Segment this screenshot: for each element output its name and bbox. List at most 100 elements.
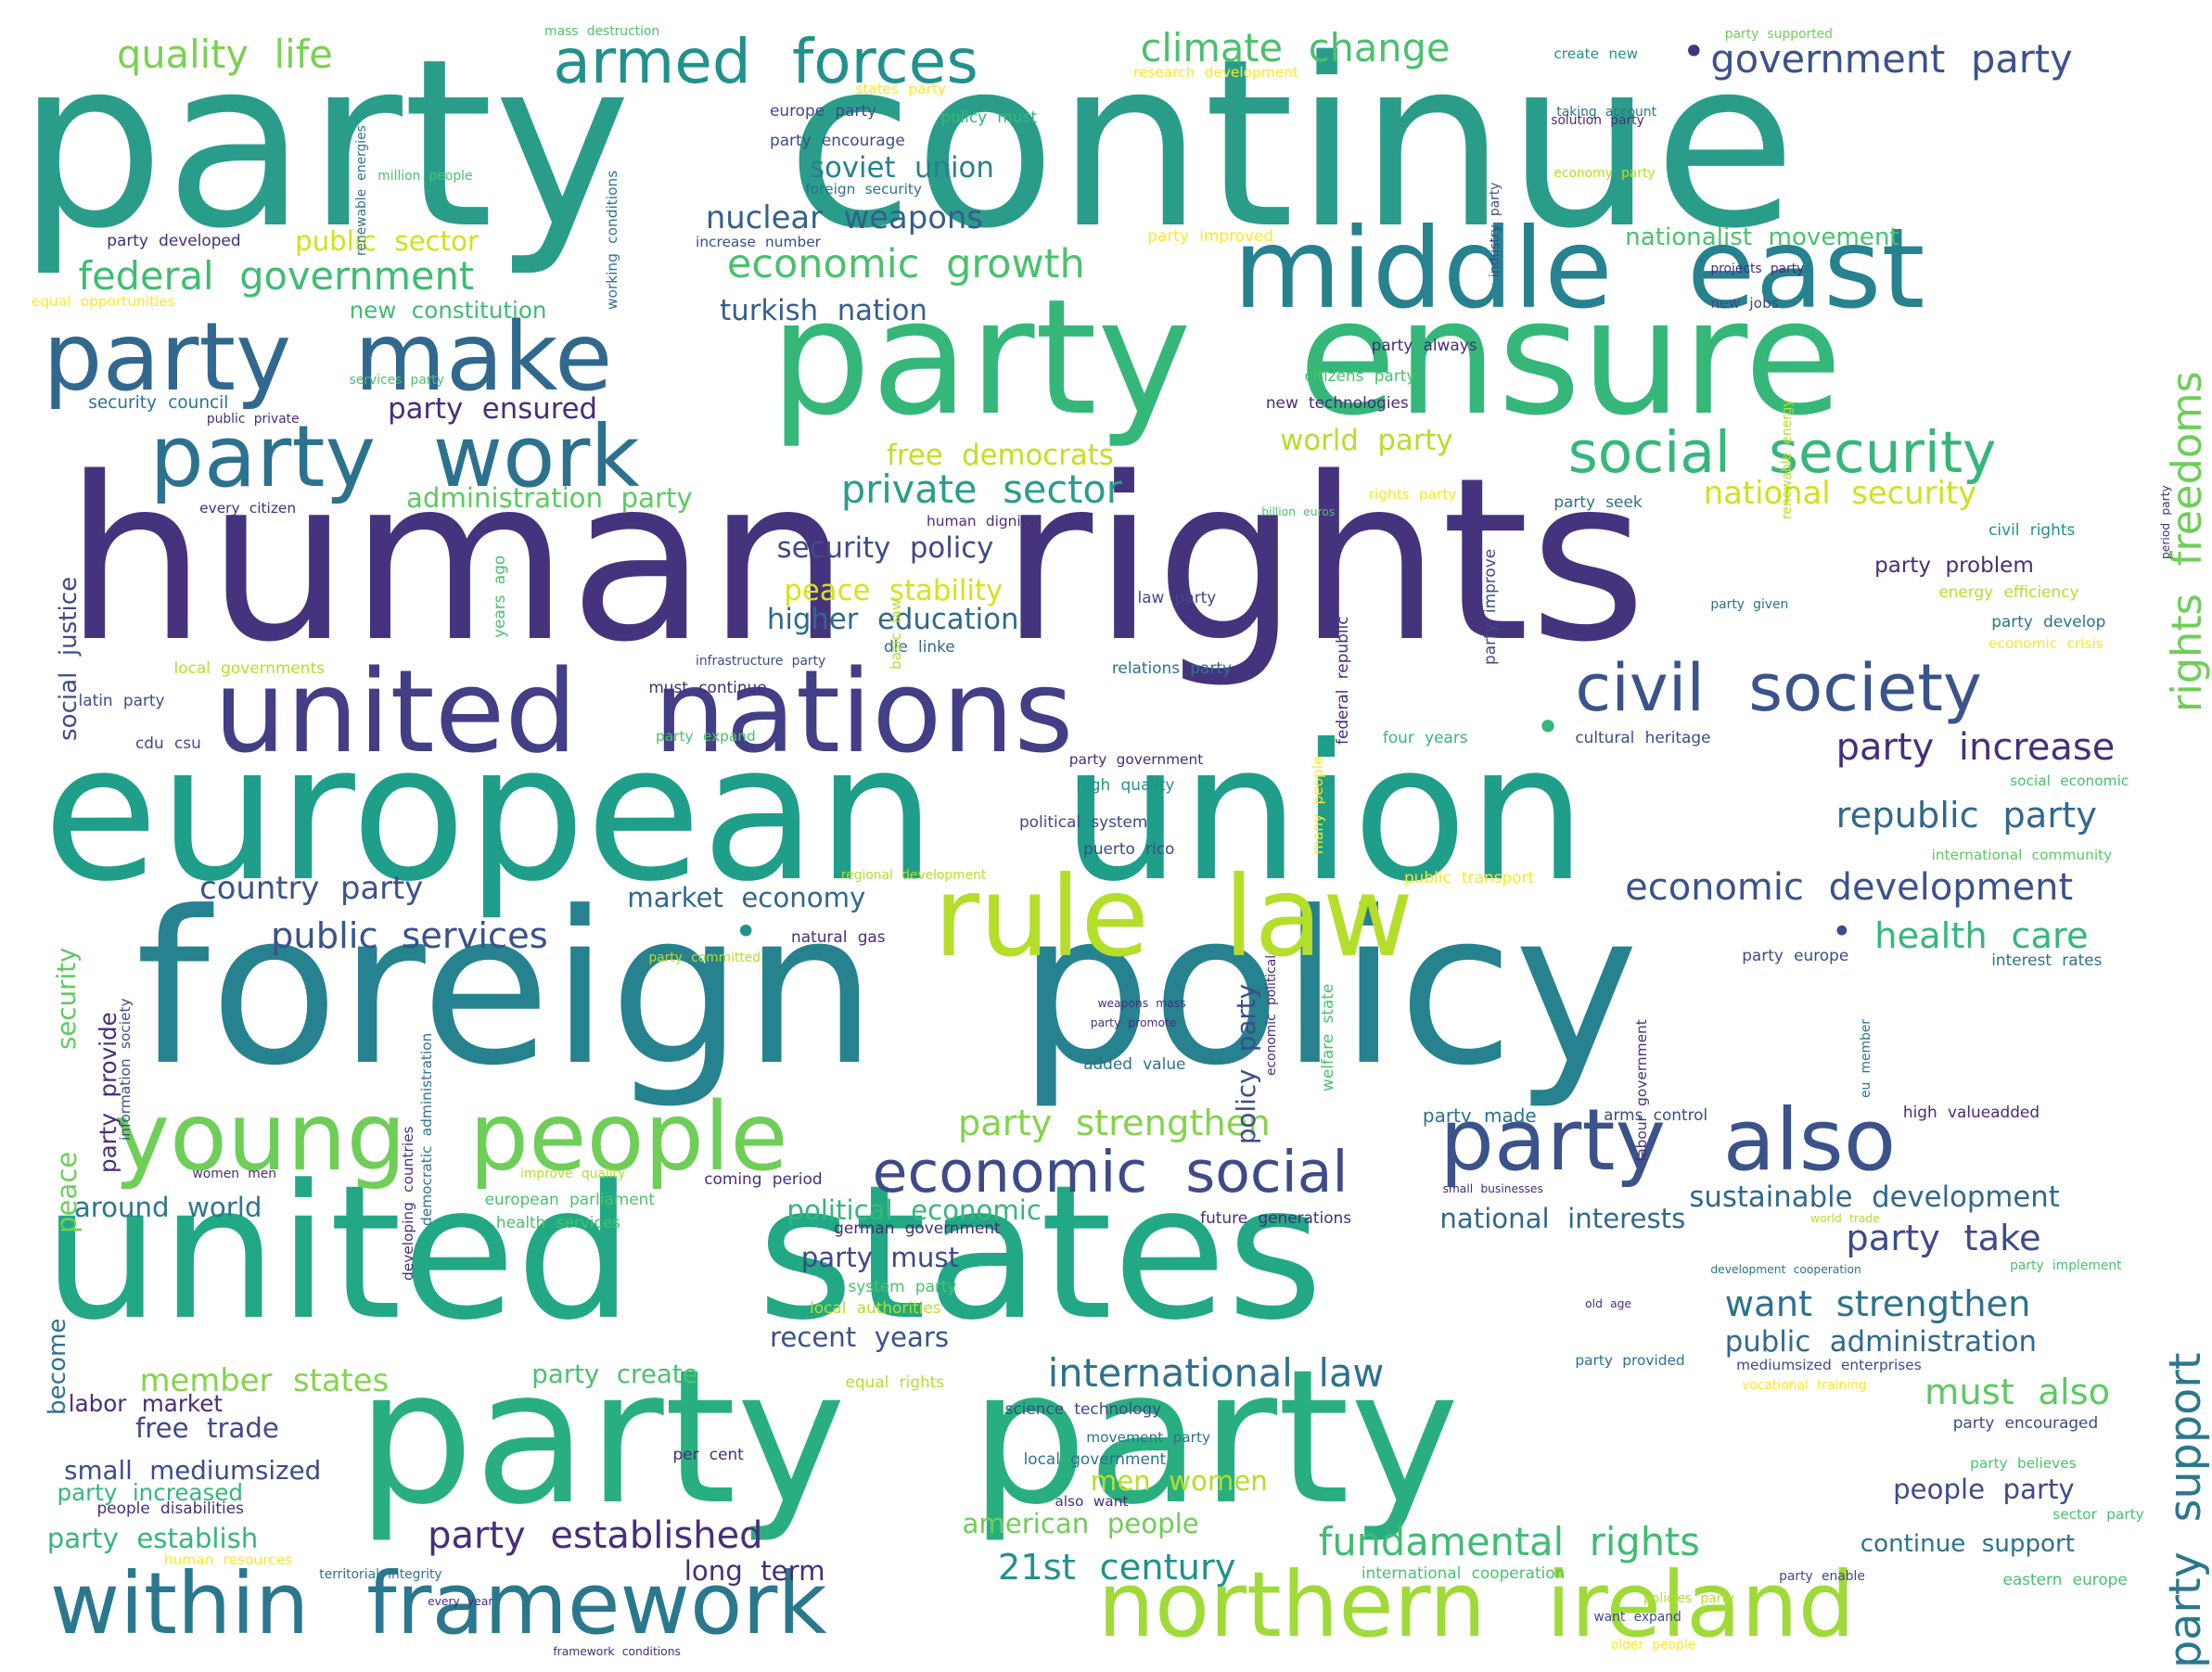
word: party believes [1970, 1454, 2077, 1472]
word: political system [1018, 811, 1148, 831]
word: every citizen [199, 500, 297, 517]
word: nationalist movement [1625, 223, 1899, 251]
word: public administration [1724, 1325, 2038, 1359]
word: civil society [1575, 649, 1982, 727]
word: increase number [696, 233, 821, 250]
word: party europe [1742, 946, 1849, 965]
word: security policy [776, 531, 994, 566]
word: party support [2160, 1352, 2212, 1668]
word: labour government [1632, 1019, 1650, 1161]
word: research development [1132, 63, 1298, 81]
word: billion euros [1261, 504, 1336, 518]
word: public transport [1403, 867, 1535, 887]
word: middle east [1233, 204, 1925, 334]
word: added value [1083, 1053, 1186, 1073]
word: economic development [1625, 865, 2074, 909]
word: working conditions [604, 171, 621, 311]
word: german government [834, 1218, 1001, 1237]
word: party ensured [388, 391, 598, 426]
word: high valueadded [1902, 1103, 2040, 1122]
word: party increased [57, 1479, 244, 1507]
word: public sector [295, 224, 479, 257]
word: federal republic [1332, 616, 1351, 745]
word: development cooperation [1710, 1263, 1861, 1277]
word: long term [684, 1554, 825, 1587]
word: territorial integrity [319, 1567, 442, 1583]
word: per cent [672, 1445, 744, 1464]
word: rights party [1368, 485, 1457, 503]
word: policy must [940, 108, 1037, 127]
word: old age [1585, 1297, 1631, 1311]
word: new jobs [1710, 294, 1779, 312]
word: 21st century [997, 1547, 1236, 1589]
word: human resources [163, 1551, 293, 1569]
word: national security [1703, 474, 1977, 511]
word: renewable energies [354, 125, 370, 257]
word: developing countries [400, 1126, 417, 1282]
word: • [734, 908, 758, 955]
word: party ensure [769, 263, 1843, 451]
word: party problem [1874, 554, 2034, 579]
word: cdu csu [135, 734, 201, 753]
word: must also [1924, 1372, 2111, 1414]
word: foreign security [805, 180, 922, 198]
word: future generations [1200, 1207, 1352, 1227]
word: sector party [2052, 1506, 2144, 1524]
word: industry party [1488, 182, 1503, 277]
word: public private [206, 411, 300, 427]
word: federal government [78, 252, 475, 299]
word: northern ireland [1097, 1552, 1856, 1657]
word: system party [848, 1276, 957, 1295]
word: human dignity [927, 512, 1035, 530]
word: europe party [769, 100, 877, 120]
word: free trade [135, 1412, 279, 1445]
word: international law [1047, 1350, 1385, 1397]
word: climate change [1140, 24, 1451, 70]
word: international cooperation [1361, 1563, 1566, 1582]
word: party increase [1835, 725, 2116, 769]
word: renewable energy [1780, 399, 1796, 520]
word: party continue [17, 8, 1797, 280]
word: united nations [213, 645, 1074, 779]
word: must continue [648, 678, 767, 697]
word: party must [800, 1241, 959, 1273]
word: party make [43, 302, 613, 413]
word: • [1832, 911, 1852, 951]
word: natural gas [791, 927, 886, 947]
word: every year [428, 1595, 493, 1609]
word: arms control [1604, 1105, 1708, 1125]
word: american people [962, 1508, 1199, 1540]
word: country party [199, 869, 424, 906]
word: market economy [627, 882, 866, 914]
word: new constitution [349, 296, 547, 324]
word: regional development [840, 867, 987, 883]
word: equal rights [845, 1372, 945, 1391]
word: party create [531, 1358, 698, 1389]
word: high quality [1076, 774, 1175, 794]
word: economy party [1554, 166, 1656, 182]
word: party strengthen [957, 1102, 1271, 1144]
word: rights freedoms [2163, 370, 2212, 712]
word: law party [1137, 588, 1217, 607]
word: million people [377, 169, 473, 185]
word: equal opportunities [31, 293, 175, 311]
word: public services [271, 915, 548, 958]
word: interest rates [1991, 950, 2103, 969]
word: rule law [933, 852, 1413, 982]
word: people disabilities [96, 1499, 244, 1518]
word: local government [1023, 1449, 1167, 1468]
word: government party [1710, 36, 2073, 83]
word: social justice [55, 577, 83, 742]
word: party government [1068, 750, 1204, 768]
word: economic political [1263, 954, 1279, 1076]
word: energy efficiency [1938, 582, 2079, 602]
word: want strengthen [1724, 1283, 2031, 1325]
word: become [44, 1318, 72, 1415]
word: labor market [68, 1389, 224, 1417]
word: party also [1439, 1090, 1897, 1191]
word: taking account [1556, 105, 1657, 121]
word: social economic [2010, 772, 2129, 789]
word: party encouraged [1952, 1413, 2099, 1433]
word: party take [1846, 1218, 2041, 1260]
word: science technology [1004, 1398, 1162, 1418]
